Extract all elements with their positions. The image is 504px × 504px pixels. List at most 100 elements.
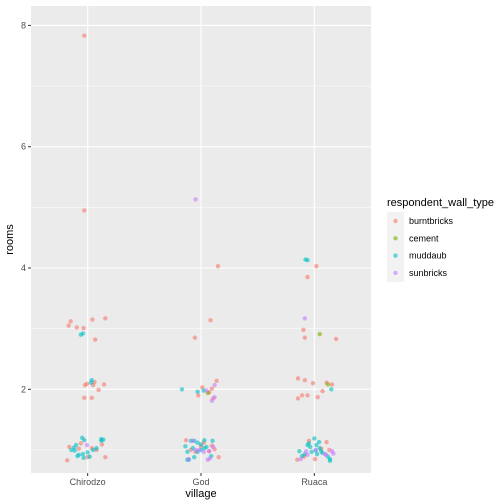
data-point-sunbricks — [212, 394, 217, 400]
data-point-burntbricks — [66, 323, 71, 328]
data-point-burntbricks — [99, 442, 105, 447]
data-point-burntbricks — [305, 393, 310, 398]
grid-lines — [31, 6, 371, 473]
data-point-sunbricks — [193, 197, 198, 202]
data-point-muddaub — [75, 453, 80, 459]
data-point-burntbricks — [103, 455, 108, 460]
data-point-muddaub — [210, 438, 215, 444]
data-point-burntbricks — [295, 376, 301, 381]
data-point-muddaub — [183, 444, 188, 449]
data-point-muddaub — [309, 449, 314, 454]
data-point-burntbricks — [305, 274, 310, 280]
data-point-sunbricks — [211, 444, 216, 450]
data-point-muddaub — [87, 454, 92, 459]
data-point-burntbricks — [82, 395, 87, 400]
legend-title: respondent_wall_type — [387, 197, 494, 209]
data-point-burntbricks — [103, 316, 108, 321]
data-point-muddaub — [312, 436, 317, 441]
data-point-burntbricks — [299, 393, 305, 398]
data-point-sunbricks — [212, 382, 217, 388]
data-point-burntbricks — [324, 439, 329, 445]
y-tick-label: 4 — [21, 263, 26, 273]
data-point-muddaub — [308, 444, 313, 450]
legend-key-background — [387, 212, 404, 282]
data-point-muddaub — [202, 438, 207, 443]
data-point-burntbricks — [333, 336, 339, 342]
data-point-muddaub — [90, 447, 96, 453]
data-point-muddaub — [329, 387, 334, 392]
y-tick-label: 2 — [21, 384, 26, 394]
x-tick-label: God — [192, 477, 209, 487]
data-point-burntbricks — [315, 394, 320, 400]
x-tick-label: Chirodzo — [70, 477, 106, 487]
data-point-burntbricks — [82, 33, 87, 38]
x-tick-label: Ruaca — [301, 477, 327, 487]
data-point-burntbricks — [209, 386, 215, 391]
data-point-burntbricks — [74, 325, 79, 330]
data-point-muddaub — [82, 438, 87, 443]
data-point-cement — [317, 331, 322, 337]
data-point-sunbricks — [323, 451, 328, 457]
data-point-burntbricks — [302, 378, 308, 383]
data-point-burntbricks — [96, 387, 101, 393]
data-point-burntbricks — [216, 455, 221, 460]
data-point-burntbricks — [84, 381, 90, 387]
y-tick-label: 6 — [21, 142, 26, 152]
data-point-muddaub — [305, 257, 310, 263]
legend-label-muddaub: muddaub — [409, 251, 447, 261]
data-point-burntbricks — [314, 263, 319, 269]
data-point-burntbricks — [92, 337, 98, 342]
data-point-sunbricks — [209, 398, 215, 404]
data-point-muddaub — [195, 440, 200, 445]
data-point-muddaub — [314, 442, 319, 448]
data-point-burntbricks — [301, 327, 306, 333]
data-point-burntbricks — [101, 382, 107, 387]
data-point-sunbricks — [302, 316, 308, 321]
data-point-sunbricks — [186, 456, 191, 462]
data-point-burntbricks — [329, 382, 335, 387]
data-point-burntbricks — [68, 319, 73, 324]
data-point-muddaub — [85, 450, 90, 455]
legend-key-muddaub — [393, 253, 398, 258]
data-point-sunbricks — [298, 456, 303, 462]
data-point-burntbricks — [183, 438, 189, 443]
data-point-burntbricks — [81, 325, 86, 331]
data-point-muddaub — [306, 441, 312, 446]
legend-label-burntbricks: burntbricks — [409, 216, 454, 226]
data-point-burntbricks — [302, 335, 308, 340]
data-point-burntbricks — [90, 317, 95, 322]
data-point-burntbricks — [215, 263, 221, 269]
data-point-burntbricks — [65, 458, 70, 463]
data-point-muddaub — [318, 448, 324, 454]
data-point-muddaub — [185, 449, 190, 454]
data-point-burntbricks — [208, 317, 213, 323]
data-point-burntbricks — [214, 378, 219, 384]
data-point-muddaub — [88, 380, 94, 385]
axes: 2 4 6 8 Chirodzo God Ruaca — [21, 20, 327, 487]
data-point-muddaub — [99, 438, 104, 444]
data-points — [65, 33, 339, 464]
data-point-muddaub — [80, 451, 86, 457]
data-point-sunbricks — [206, 448, 212, 454]
data-point-muddaub — [202, 445, 207, 451]
data-point-sunbricks — [313, 447, 318, 453]
data-point-burntbricks — [310, 381, 316, 386]
data-point-sunbricks — [190, 438, 196, 444]
data-point-burntbricks — [196, 393, 201, 398]
data-point-burntbricks — [312, 456, 318, 462]
data-point-burntbricks — [295, 457, 300, 462]
data-point-muddaub — [71, 445, 77, 450]
legend-label-cement: cement — [409, 233, 439, 243]
x-axis-title: village — [185, 488, 216, 500]
data-point-burntbricks — [89, 395, 94, 400]
data-point-muddaub — [316, 439, 322, 445]
data-point-muddaub — [314, 451, 320, 457]
y-tick-label: 8 — [21, 20, 26, 30]
data-point-sunbricks — [196, 447, 202, 453]
legend-label-sunbricks: sunbricks — [409, 268, 448, 278]
data-point-sunbricks — [201, 449, 206, 454]
data-point-muddaub — [80, 331, 86, 336]
data-point-burntbricks — [78, 441, 84, 446]
data-point-sunbricks — [84, 442, 90, 448]
